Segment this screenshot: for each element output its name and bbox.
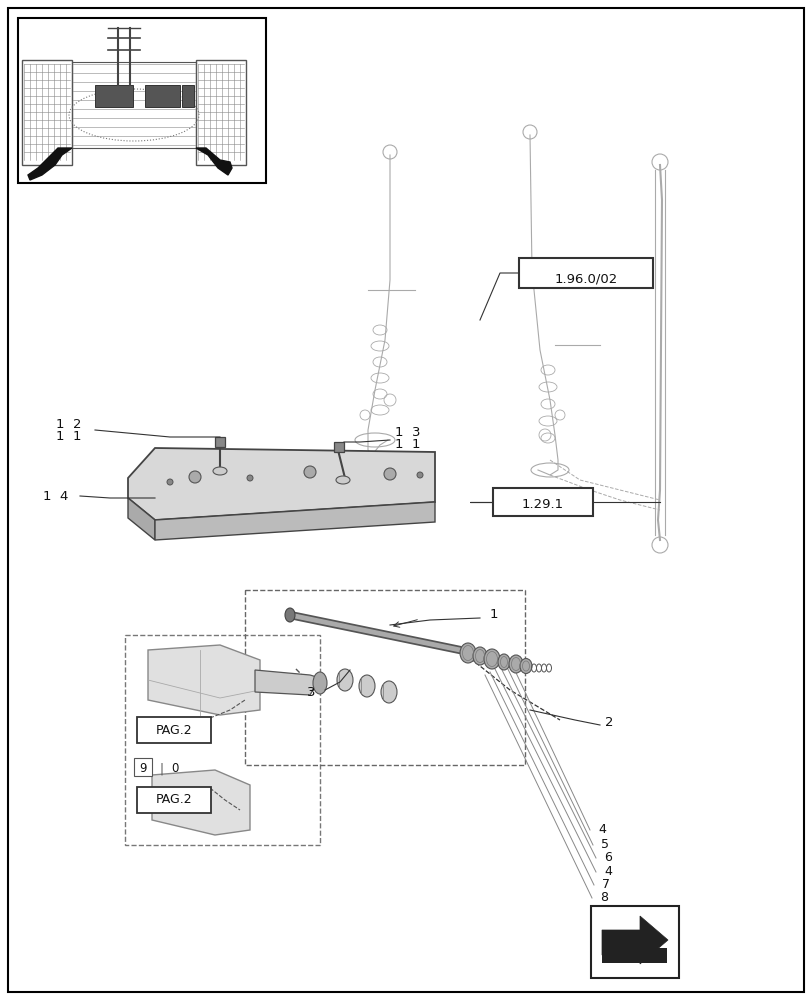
Text: 3: 3 [306, 686, 315, 698]
Text: PAG.2: PAG.2 [156, 724, 192, 736]
Circle shape [384, 468, 396, 480]
Bar [182, 85, 194, 107]
Ellipse shape [336, 476, 350, 484]
Bar [215, 437, 225, 447]
FancyBboxPatch shape [137, 717, 211, 743]
Text: 1.96.0/02: 1.96.0/02 [554, 272, 617, 286]
Text: 1  1: 1 1 [394, 438, 420, 450]
Bar [601, 948, 666, 963]
Polygon shape [28, 148, 72, 180]
Circle shape [167, 479, 173, 485]
Text: 1  2: 1 2 [57, 418, 82, 432]
Bar [595, 910, 673, 972]
Text: 7: 7 [601, 878, 609, 891]
Ellipse shape [460, 643, 475, 663]
Text: 1: 1 [489, 608, 498, 621]
Ellipse shape [497, 654, 509, 670]
Ellipse shape [483, 649, 500, 669]
Text: 1  1: 1 1 [57, 430, 82, 444]
Text: 1  3: 1 3 [394, 426, 420, 438]
Text: 4: 4 [597, 823, 605, 836]
Bar [145, 85, 180, 107]
Polygon shape [601, 916, 667, 964]
Ellipse shape [358, 675, 375, 697]
Text: 9: 9 [139, 762, 147, 775]
Bar [18, 18, 266, 183]
Bar [245, 590, 525, 765]
Bar [518, 258, 652, 288]
Bar [492, 488, 592, 516]
Polygon shape [195, 148, 232, 175]
Text: 4: 4 [603, 865, 611, 878]
Bar [125, 635, 320, 845]
Bar [333, 442, 344, 452]
Polygon shape [128, 498, 155, 540]
Text: 8: 8 [599, 891, 607, 904]
Text: 0: 0 [171, 762, 178, 775]
Polygon shape [152, 770, 250, 835]
Polygon shape [255, 670, 320, 695]
Ellipse shape [519, 658, 531, 674]
Bar [95, 85, 133, 107]
Ellipse shape [508, 655, 522, 673]
Text: 5: 5 [600, 838, 608, 851]
Text: 1  4: 1 4 [42, 489, 68, 502]
Circle shape [303, 466, 315, 478]
Circle shape [169, 799, 180, 809]
Ellipse shape [312, 672, 327, 694]
Ellipse shape [337, 669, 353, 691]
Polygon shape [148, 645, 260, 715]
Bar [590, 906, 678, 978]
Bar [195, 60, 246, 165]
Ellipse shape [285, 608, 294, 622]
Text: 6: 6 [603, 851, 611, 864]
Circle shape [417, 472, 423, 478]
Ellipse shape [473, 647, 487, 665]
Text: PAG.2: PAG.2 [156, 793, 192, 806]
Circle shape [189, 471, 201, 483]
Text: 2: 2 [604, 716, 613, 730]
Text: |: | [160, 762, 164, 775]
Ellipse shape [380, 681, 397, 703]
Polygon shape [128, 448, 435, 520]
Bar [22, 60, 72, 165]
Polygon shape [155, 502, 435, 540]
Circle shape [247, 475, 253, 481]
Ellipse shape [212, 467, 227, 475]
FancyBboxPatch shape [137, 787, 211, 813]
Text: 1.29.1: 1.29.1 [521, 497, 564, 510]
Bar [134, 758, 152, 776]
